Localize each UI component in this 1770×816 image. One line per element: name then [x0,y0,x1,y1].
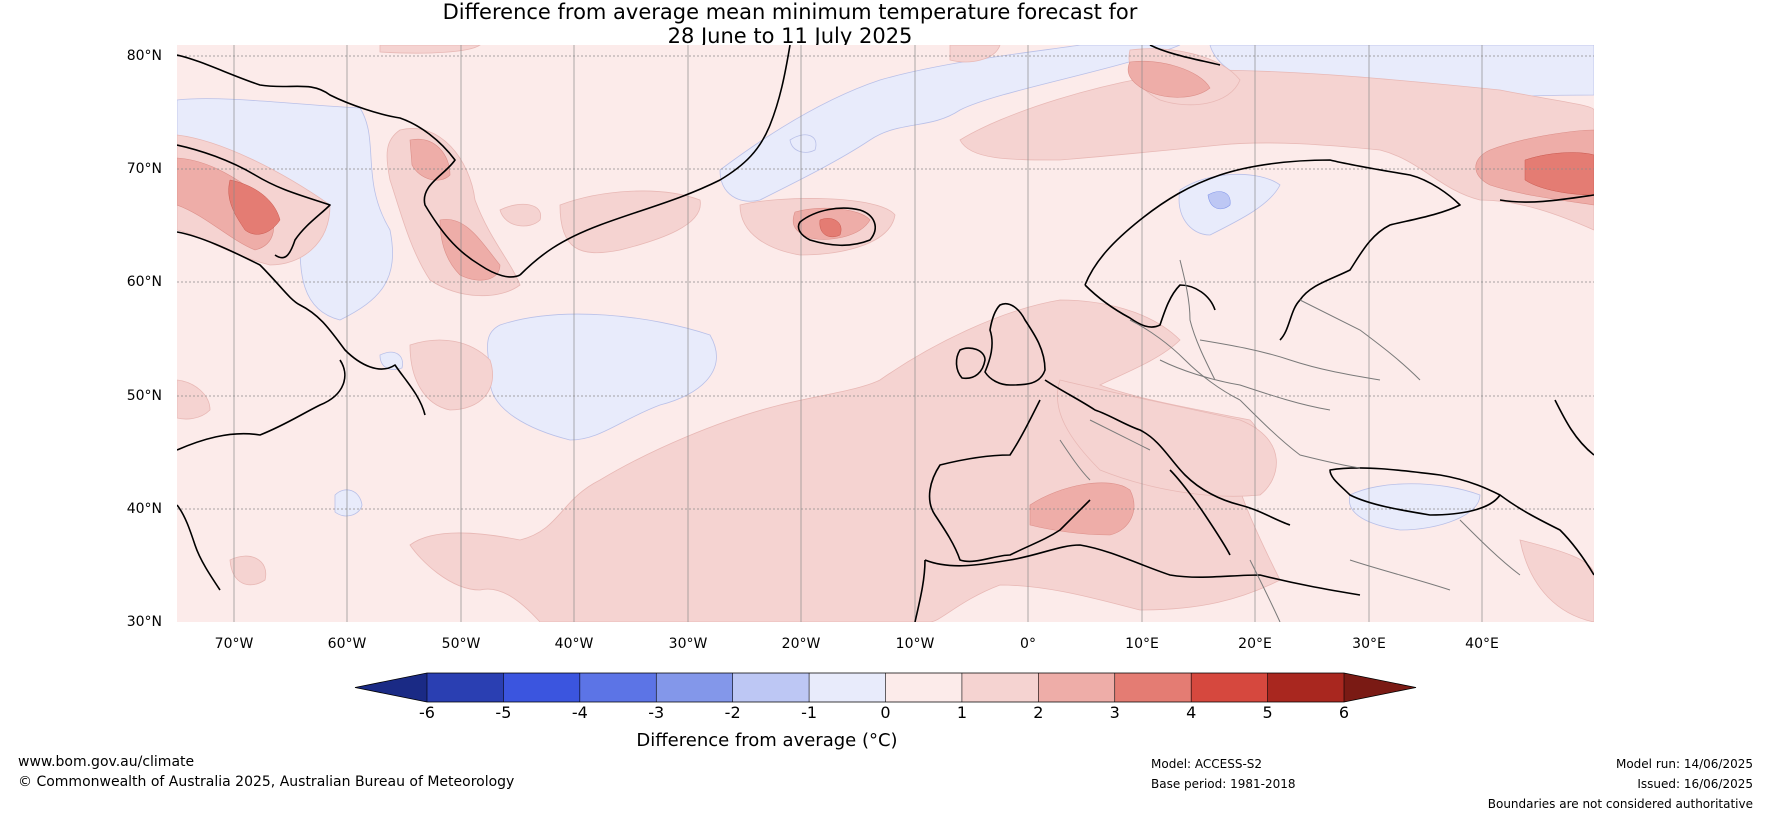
colorbar-bin [1114,673,1192,702]
lat-label: 80°N [126,48,162,64]
disclaimer-text: Boundaries are not considered authoritat… [1487,797,1753,811]
colorbar-tick-label: 2 [1033,703,1044,722]
colorbar-bin [1038,673,1116,702]
colorbar-tick-label: 5 [1262,703,1273,722]
colorbar-bin [1191,673,1269,702]
map-field [177,45,1594,622]
lon-label: 10°E [1125,636,1159,652]
lon-label: 0° [1020,636,1036,652]
colorbar-tick-label: -3 [648,703,665,722]
lon-label: 20°E [1238,636,1272,652]
colorbar-tick-label: 0 [880,703,891,722]
model-info: Model: ACCESS-S2 [1151,757,1263,771]
colorbar-extend-high [1344,673,1416,702]
colorbar-bin [503,673,581,702]
title-line-1: Difference from average mean minimum tem… [442,0,1138,24]
cool-anomaly-core [1207,191,1231,210]
model-run-info: Model run: 14/06/2025 [1615,757,1753,771]
colorbar-tick-label: -4 [571,703,588,722]
colorbar-tick-label: 6 [1338,703,1350,722]
copyright-text: © Commonwealth of Australia 2025, Austra… [18,774,515,790]
colorbar-bin [732,673,810,702]
lat-label: 50°N [126,388,162,404]
colorbar-bin [656,673,734,702]
colorbar-bin [1267,673,1345,702]
colorbar [354,672,1417,703]
lon-label: 40°W [554,636,594,652]
colorbar-bin [809,673,886,702]
colorbar-tick-label: -1 [801,703,818,722]
lon-label: 30°E [1352,636,1386,652]
website-link[interactable]: www.bom.gov.au/climate [18,754,195,770]
warm-anomaly-peaks [228,152,1594,238]
colorbar-bin [427,673,504,702]
meridians [233,45,1483,622]
colorbar-bin [579,673,657,702]
base-period-info: Base period: 1981-2018 [1151,777,1296,791]
colorbar-tick-label: 1 [956,703,967,722]
country-borders [1059,259,1521,622]
lon-label: 20°W [781,636,821,652]
colorbar-tick-label: -6 [419,703,435,722]
lon-label: 10°W [895,636,935,652]
lat-label: 60°N [126,274,162,290]
lon-label: 70°W [214,636,254,652]
colorbar-bin [961,673,1039,702]
lat-label: 30°N [126,614,162,630]
colorbar-tick-label: -5 [495,703,512,722]
colorbar-extend-low [355,673,427,702]
coastlines [177,45,1594,622]
lon-label: 60°W [327,636,367,652]
warm-anomaly-regions [177,45,1594,622]
colorbar-label: Difference from average (°C) [636,730,898,751]
lon-label: 50°W [441,636,481,652]
colorbar-tick-label: 3 [1109,703,1120,722]
colorbar-tick-label: 4 [1186,703,1197,722]
map-title: Difference from average mean minimum tem… [0,0,1410,48]
lat-label: 70°N [126,161,162,177]
lat-label: 40°N [126,501,162,517]
lon-label: 40°E [1465,636,1499,652]
graticule [177,55,1594,510]
lon-label: 30°W [668,636,708,652]
colorbar-bin [885,673,963,702]
issued-info: Issued: 16/06/2025 [1637,777,1753,791]
colorbar-tick-label: -2 [724,703,741,722]
title-line-2: 28 June to 11 July 2025 [667,24,913,48]
